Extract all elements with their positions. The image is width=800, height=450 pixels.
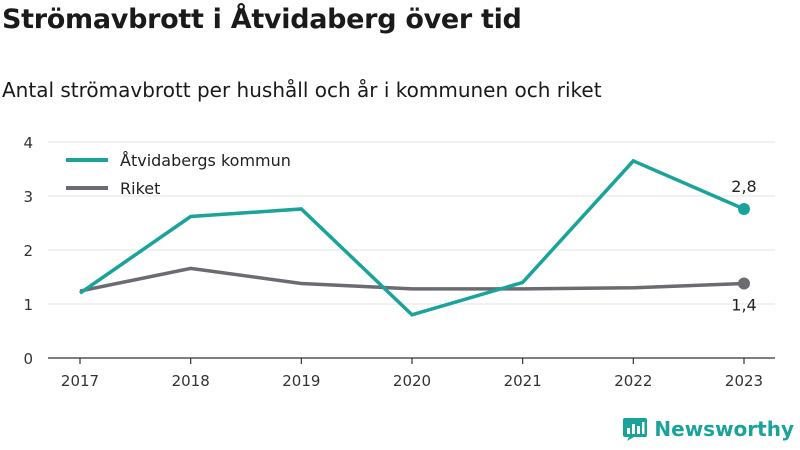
legend-label: Riket bbox=[120, 179, 160, 198]
x-tick-label: 2018 bbox=[172, 372, 210, 390]
brand-logo[interactable]: Newsworthy bbox=[622, 416, 794, 442]
y-tick-label: 0 bbox=[23, 350, 33, 368]
x-tick-label: 2022 bbox=[614, 372, 652, 390]
series-end-point bbox=[738, 277, 750, 290]
data-label: 1,4 bbox=[731, 295, 756, 314]
y-tick-label: 3 bbox=[23, 188, 33, 206]
x-tick-label: 2021 bbox=[504, 372, 542, 390]
series-end-point bbox=[738, 202, 750, 215]
chart-title: Strömavbrott i Åtvidaberg över tid bbox=[2, 4, 522, 35]
bar-chart-logo-icon bbox=[623, 418, 648, 441]
chart-subtitle: Antal strömavbrott per hushåll och år i … bbox=[2, 78, 602, 102]
y-tick-label: 2 bbox=[23, 242, 33, 260]
y-tick-label: 1 bbox=[23, 296, 33, 314]
data-label: 2,8 bbox=[731, 177, 756, 196]
x-tick-label: 2023 bbox=[725, 372, 763, 390]
x-tick-label: 2019 bbox=[282, 372, 320, 390]
series-line bbox=[79, 266, 745, 293]
y-tick-label: 4 bbox=[23, 134, 33, 152]
x-tick-label: 2020 bbox=[393, 372, 431, 390]
series-line bbox=[79, 158, 745, 317]
legend-label: Åtvidabergs kommun bbox=[120, 151, 291, 170]
brand-name: Newsworthy bbox=[654, 417, 794, 441]
x-tick-label: 2017 bbox=[61, 372, 99, 390]
